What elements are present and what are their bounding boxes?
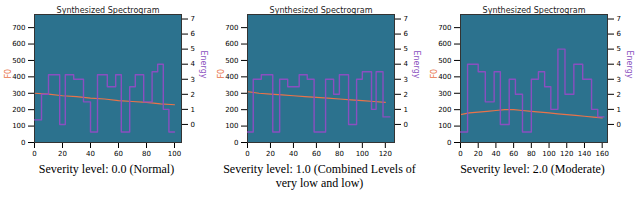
svg-text:Energy: Energy (199, 50, 208, 78)
html-text:Severity level: 2.0 (Moderate): Severity level: 2.0 (Moderate) (460, 162, 605, 176)
svg-text:400: 400 (438, 73, 451, 81)
svg-text:500: 500 (225, 57, 238, 65)
svg-text:100: 100 (168, 150, 181, 158)
svg-text:160: 160 (595, 150, 608, 158)
svg-text:40: 40 (86, 150, 95, 158)
svg-text:80: 80 (527, 150, 536, 158)
svg-text:700: 700 (225, 24, 238, 32)
svg-text:F0: F0 (217, 69, 226, 79)
svg-text:0: 0 (404, 121, 408, 129)
svg-text:5: 5 (617, 45, 621, 53)
svg-text:400: 400 (12, 73, 25, 81)
svg-text:400: 400 (225, 73, 238, 81)
svg-text:6: 6 (404, 30, 409, 38)
svg-text:20: 20 (58, 150, 67, 158)
svg-text:F0: F0 (4, 69, 13, 79)
svg-text:600: 600 (12, 40, 25, 48)
svg-text:500: 500 (438, 57, 451, 65)
svg-text:Synthesized Spectrogram: Synthesized Spectrogram (57, 6, 160, 15)
svg-text:0: 0 (32, 150, 36, 158)
svg-text:2: 2 (617, 91, 621, 99)
svg-text:200: 200 (225, 106, 238, 114)
svg-text:60: 60 (509, 150, 518, 158)
svg-text:2: 2 (191, 91, 195, 99)
svg-text:100: 100 (356, 150, 369, 158)
svg-text:0: 0 (458, 150, 462, 158)
svg-text:200: 200 (12, 106, 25, 114)
svg-text:3: 3 (191, 75, 195, 83)
svg-text:20: 20 (266, 150, 275, 158)
svg-text:5: 5 (191, 45, 195, 53)
svg-text:100: 100 (438, 122, 451, 130)
svg-text:7: 7 (191, 15, 195, 23)
svg-text:700: 700 (438, 24, 451, 32)
svg-text:140: 140 (578, 150, 591, 158)
svg-text:6: 6 (191, 30, 196, 38)
svg-text:20: 20 (474, 150, 483, 158)
svg-text:120: 120 (379, 150, 392, 158)
svg-text:300: 300 (12, 90, 25, 98)
svg-text:F0: F0 (430, 69, 439, 79)
svg-text:600: 600 (438, 40, 451, 48)
svg-text:6: 6 (617, 30, 622, 38)
svg-text:Energy: Energy (412, 50, 421, 78)
svg-text:0: 0 (617, 121, 621, 129)
svg-text:0: 0 (245, 150, 249, 158)
svg-text:Energy: Energy (625, 50, 634, 78)
svg-text:4: 4 (404, 60, 409, 68)
svg-text:0: 0 (447, 139, 451, 147)
svg-text:1: 1 (617, 106, 621, 114)
svg-text:100: 100 (225, 122, 238, 130)
svg-text:2: 2 (404, 91, 408, 99)
svg-text:80: 80 (142, 150, 151, 158)
svg-text:4: 4 (617, 60, 622, 68)
svg-text:1: 1 (191, 106, 195, 114)
svg-text:1: 1 (404, 106, 408, 114)
svg-text:0: 0 (191, 121, 195, 129)
svg-text:0: 0 (234, 139, 238, 147)
svg-text:0: 0 (21, 139, 25, 147)
svg-text:80: 80 (335, 150, 344, 158)
svg-text:3: 3 (617, 75, 621, 83)
svg-text:4: 4 (191, 60, 196, 68)
svg-text:120: 120 (560, 150, 573, 158)
svg-text:3: 3 (404, 75, 408, 83)
svg-text:5: 5 (404, 45, 408, 53)
svg-text:7: 7 (404, 15, 408, 23)
svg-text:500: 500 (12, 57, 25, 65)
svg-text:60: 60 (312, 150, 321, 158)
svg-text:300: 300 (438, 90, 451, 98)
svg-text:100: 100 (12, 122, 25, 130)
svg-text:7: 7 (617, 15, 621, 23)
svg-text:300: 300 (225, 90, 238, 98)
svg-text:60: 60 (114, 150, 123, 158)
svg-text:40: 40 (289, 150, 298, 158)
svg-text:700: 700 (12, 24, 25, 32)
svg-text:Synthesized Spectrogram: Synthesized Spectrogram (483, 6, 586, 15)
svg-text:Synthesized Spectrogram: Synthesized Spectrogram (270, 6, 373, 15)
svg-text:600: 600 (225, 40, 238, 48)
svg-text:200: 200 (438, 106, 451, 114)
html-text:Severity level: 1.0 (Combined: Severity level: 1.0 (Combined Levels of … (223, 162, 416, 190)
svg-text:40: 40 (491, 150, 500, 158)
svg-text:100: 100 (542, 150, 555, 158)
html-text:Severity level: 0.0 (Normal): Severity level: 0.0 (Normal) (38, 162, 175, 176)
